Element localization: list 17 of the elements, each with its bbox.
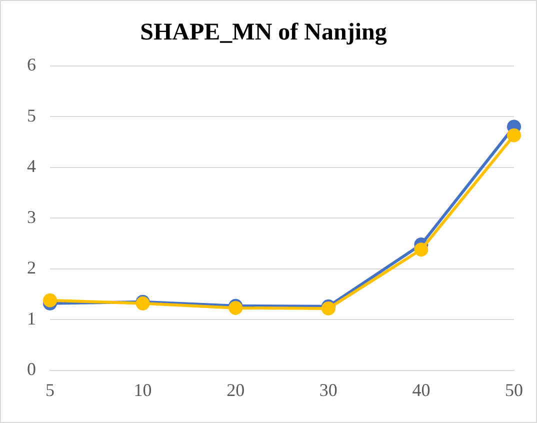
point [43,293,57,308]
chart-title: SHAPE_MN of Nanjing [140,20,387,46]
y-tick-label: 1 [27,308,36,328]
point [414,242,428,257]
x-tick-label: 10 [134,380,152,400]
x-tick-label: 5 [46,380,54,400]
x-tick-label: 50 [505,380,523,400]
x-tick-label: 30 [319,380,338,400]
x-tick-label: 20 [226,380,245,400]
y-tick-label: 3 [27,206,36,227]
y-tick-label: 2 [27,258,36,278]
y-tick-label: 0 [27,359,36,380]
y-tick-label: 6 [27,54,36,75]
y-tick-label: 5 [27,105,36,126]
y-tick-label: 4 [27,156,36,176]
x-tick-label: 40 [412,380,430,400]
point [507,128,521,142]
